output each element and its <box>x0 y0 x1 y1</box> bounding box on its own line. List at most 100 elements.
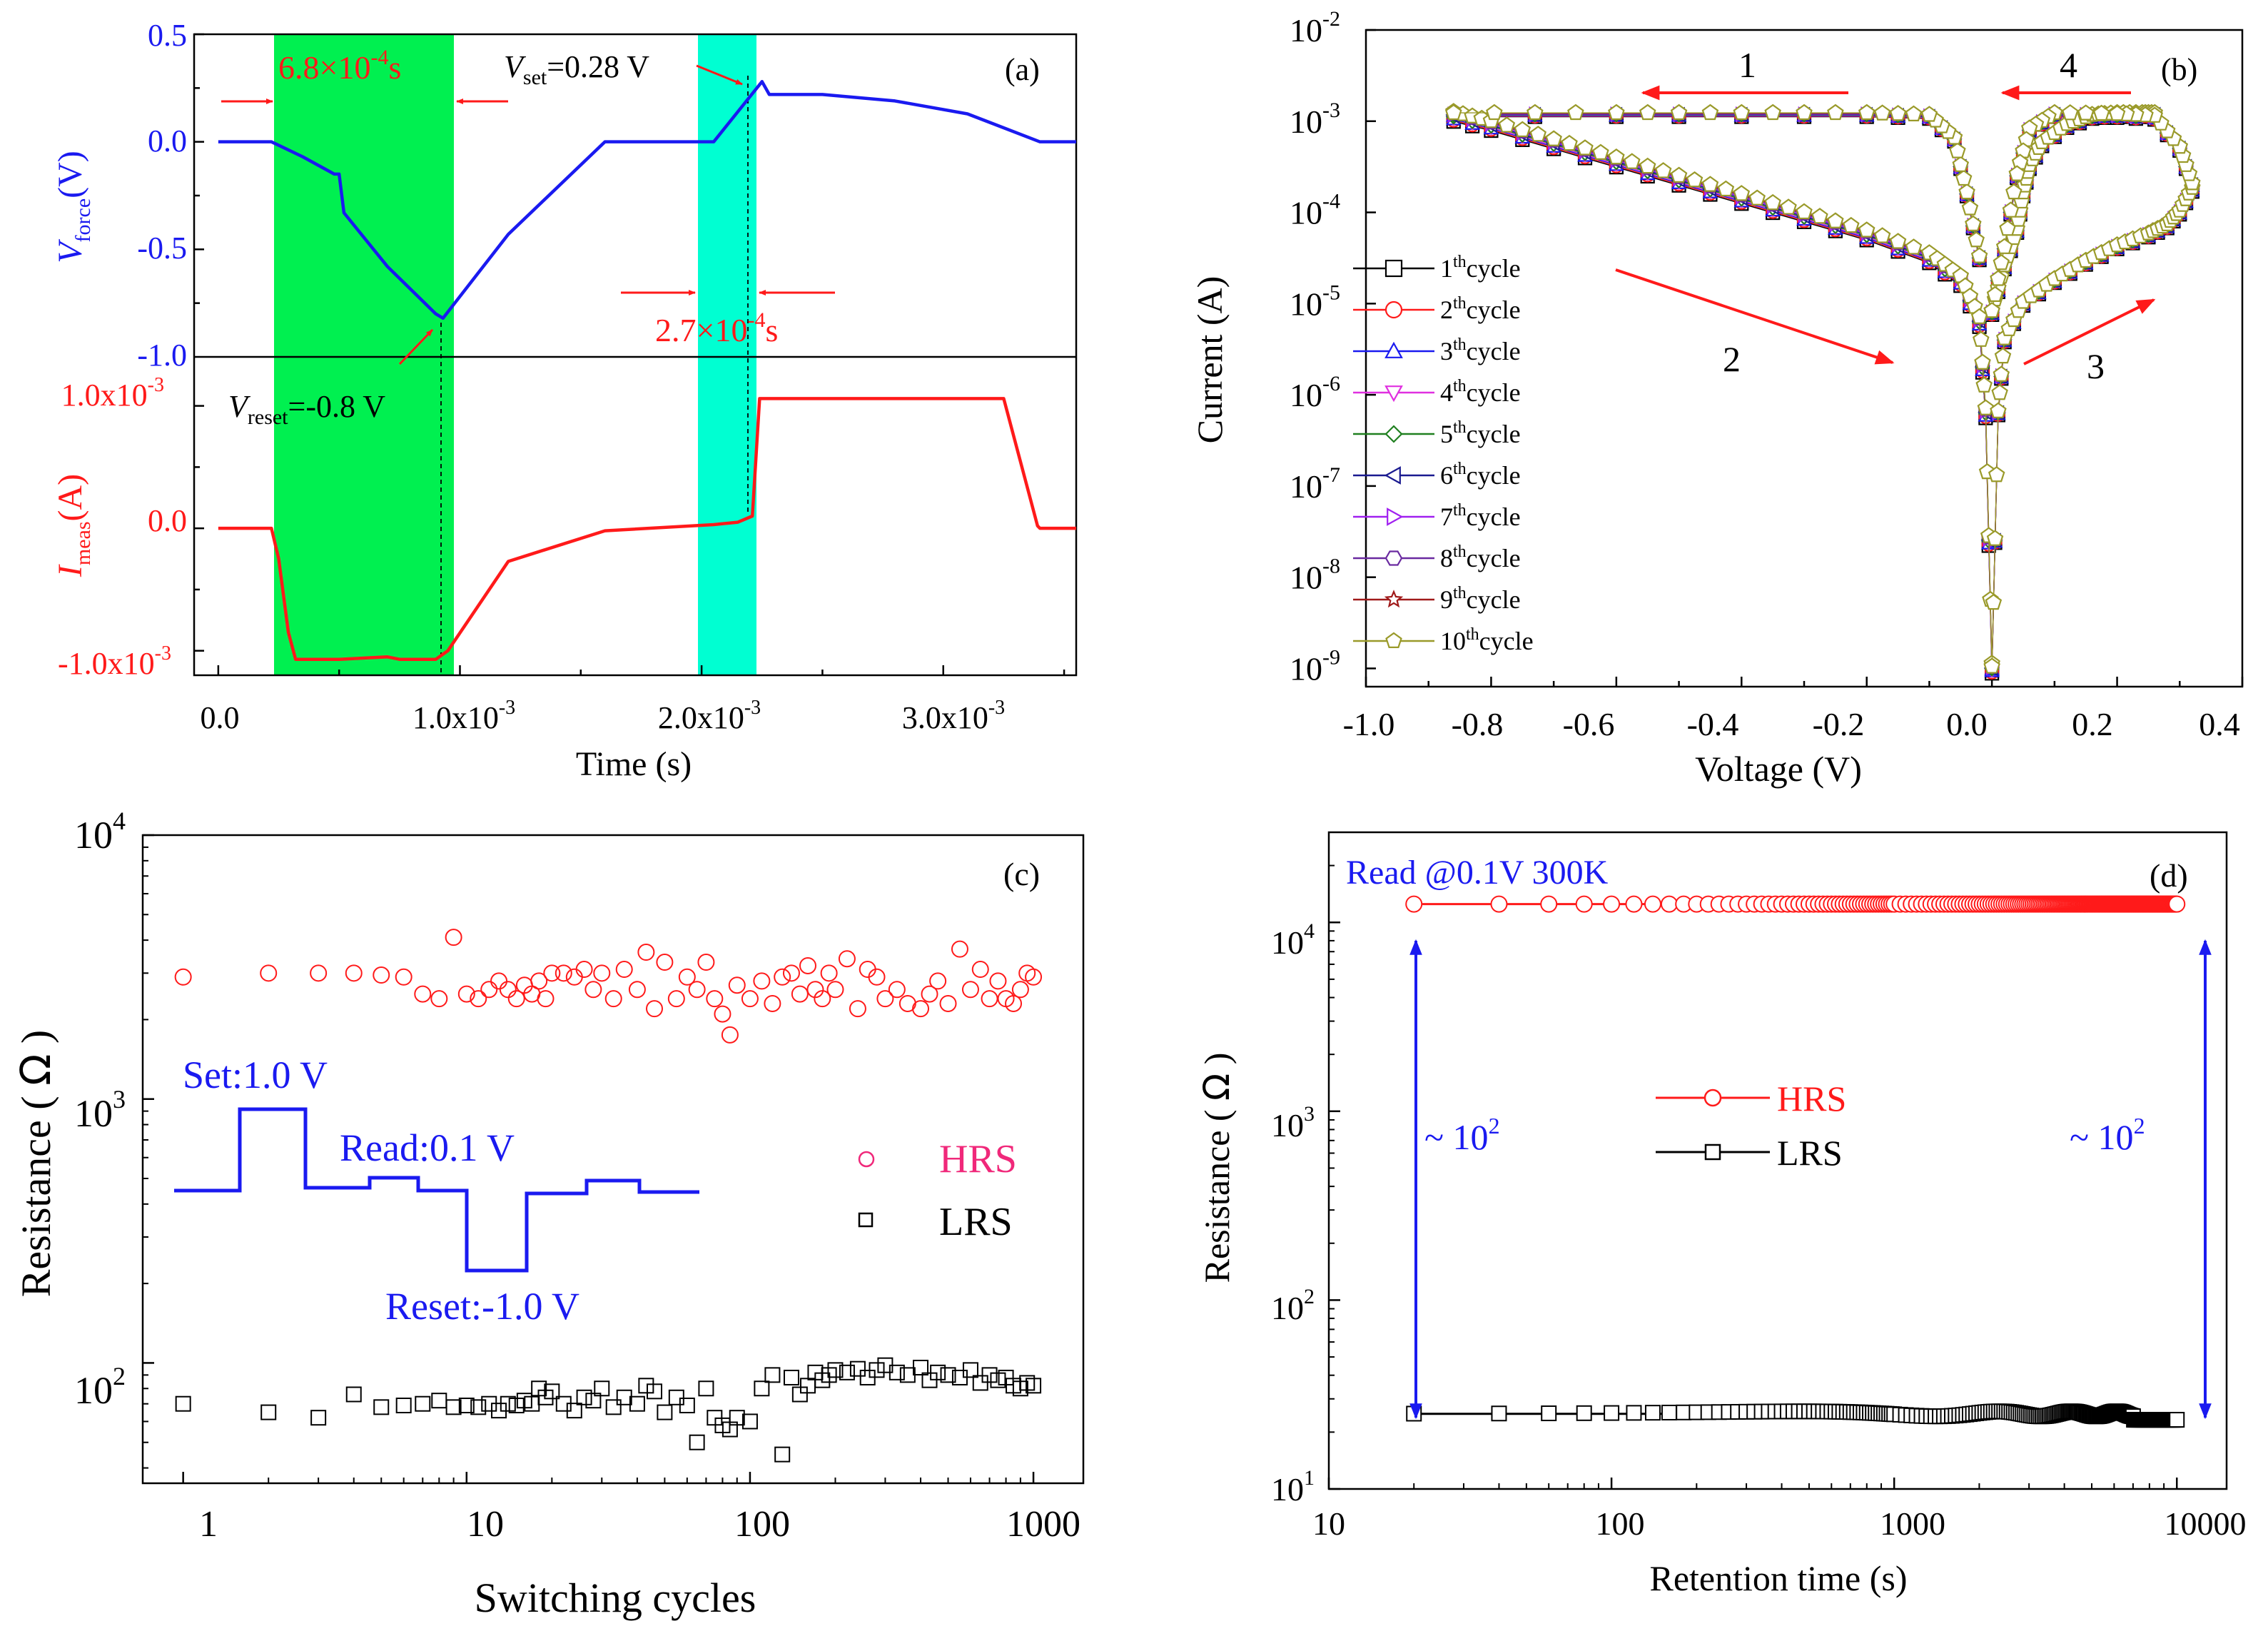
panel-c-label: (c) <box>1003 856 1040 892</box>
hrs-point <box>939 994 957 1012</box>
iv-point <box>1977 399 1995 415</box>
iv-point <box>1949 142 1966 158</box>
lrs-point <box>930 1364 946 1380</box>
i-tick-label: 0.0 <box>148 503 187 538</box>
y-tick-label: 103 <box>74 1085 126 1135</box>
iv-point <box>1994 347 2012 364</box>
iv-line <box>1453 121 1993 674</box>
iv-point <box>1608 103 1625 121</box>
panel-b-ticks <box>1365 29 2244 687</box>
hrs-point <box>849 1000 866 1018</box>
lrs-point <box>849 1360 866 1377</box>
iv-point <box>1701 103 1719 121</box>
panel-a-vforce-ticks: 0.5 0.0 -0.5 -1.0 <box>137 18 187 373</box>
lrs-point <box>345 1386 362 1403</box>
lrs-point <box>990 1372 1006 1388</box>
hrs-point <box>678 968 696 986</box>
lrs-point <box>310 1410 327 1426</box>
iv-point <box>1624 153 1641 169</box>
hrs-point <box>414 985 432 1003</box>
hrs-point <box>814 990 831 1008</box>
iv-point <box>1985 593 2003 610</box>
hrs-point <box>667 990 685 1008</box>
hrs-point <box>1490 895 1508 913</box>
x-tick-label: 1 <box>199 1504 218 1545</box>
hrs-point <box>721 1026 739 1044</box>
iv-point <box>1592 143 1609 160</box>
panel-d: 104 103 102 101 10 100 1000 10000 Retent… <box>1196 831 2247 1598</box>
iv-point <box>1796 103 1813 121</box>
hrs-point <box>555 964 572 982</box>
waveform-line <box>174 1107 699 1273</box>
lrs-point <box>1626 1405 1642 1421</box>
lrs-point <box>594 1380 610 1397</box>
x-tick-label: -0.6 <box>1563 706 1615 742</box>
read-condition-note: Read @0.1V 300K <box>1346 854 1609 892</box>
panel-c-y-ticks: 104 103 102 <box>74 807 126 1412</box>
hrs-point <box>921 985 938 1003</box>
iv-line <box>1453 118 1993 672</box>
vreset-annotation: Vreset=-0.8 V <box>228 328 434 429</box>
panel-c-y-title: Resistance ( Ω ) <box>11 1030 60 1298</box>
lrs-point <box>445 1399 462 1415</box>
legend-label: 5thcycle <box>1440 418 1521 448</box>
lrs-point <box>1644 1405 1661 1421</box>
hrs-point <box>753 972 771 990</box>
y-tick-label: 10-2 <box>1290 7 1340 49</box>
iv-point <box>2005 183 2023 200</box>
ratio-annotations: ~ 102 ~ 102 <box>1409 939 2212 1420</box>
iv-point <box>1686 171 1703 188</box>
arrow-2 <box>1615 268 1895 365</box>
y-tick-label: 101 <box>1271 1466 1315 1508</box>
hrs-point <box>1603 895 1621 913</box>
y-tick-label: 102 <box>74 1362 126 1412</box>
iv-point <box>1561 134 1578 151</box>
panel-c: 104 103 102 1 10 100 1000 Switching cycl… <box>11 807 1085 1621</box>
arrow-3 <box>2023 298 2156 365</box>
panel-b-legend: 1thcycle 2thcycle 3thcycle 4thcycle 5thcycle… <box>1353 253 1534 655</box>
y-tick-label: 10-8 <box>1290 555 1340 596</box>
inset-read-label: Read:0.1 V <box>340 1126 515 1169</box>
iv-point <box>1995 238 2013 254</box>
panel-b-y-title: Current (A) <box>1190 276 1230 444</box>
panel-d-x-ticks: 10 100 1000 10000 <box>1312 1505 2247 1542</box>
hrs-point <box>741 990 759 1008</box>
iv-point <box>2002 201 2020 218</box>
hrs-point <box>888 981 906 999</box>
panel-c-x-title: Switching cycles <box>475 1575 756 1621</box>
lrs-point <box>544 1383 560 1400</box>
x-tick-label: -0.2 <box>1813 706 1865 742</box>
hrs-point <box>604 990 622 1008</box>
vset-arrow <box>696 64 743 86</box>
lrs-point <box>791 1386 808 1403</box>
lrs-point <box>1491 1405 1507 1422</box>
hrs-point <box>1011 981 1029 999</box>
lrs-point <box>962 1362 978 1378</box>
lrs-point <box>395 1398 412 1414</box>
iv-point <box>1545 130 1562 146</box>
panel-a: 0.5 0.0 -0.5 -1.0 1.0x10-3 0.0 -1.0x10-3… <box>51 18 1078 783</box>
panel-a-imeas-ticks: 1.0x10-3 0.0 -1.0x10-3 <box>58 374 187 681</box>
x-tick-label: 1000 <box>1006 1504 1080 1545</box>
iv-curves <box>1445 103 2201 681</box>
legend-label: 9thcycle <box>1440 584 1521 614</box>
legend-lrs-marker <box>858 1212 874 1228</box>
legend-marker <box>1384 590 1404 608</box>
iv-point <box>1889 104 1907 121</box>
lrs-point <box>175 1395 191 1412</box>
iv-point <box>1988 465 2005 483</box>
lrs-point <box>585 1393 602 1409</box>
iv-point <box>1990 270 2007 286</box>
arrow-3-label: 3 <box>2087 346 2105 386</box>
y-tick-label: 10-3 <box>1290 99 1340 140</box>
iv-point <box>1764 193 1781 211</box>
lrs-point <box>940 1367 956 1383</box>
hrs-point <box>430 990 448 1008</box>
panel-b-y-ticks: 10-2 10-3 10-4 10-5 10-6 10-7 10-8 10-9 <box>1290 7 1340 687</box>
panel-c-ticks <box>143 834 1035 1483</box>
lrs-point <box>638 1378 654 1394</box>
vforce-curve <box>218 80 1076 320</box>
iv-point <box>2008 165 2025 181</box>
iv-point <box>1498 116 1516 133</box>
iv-point <box>1733 103 1751 121</box>
